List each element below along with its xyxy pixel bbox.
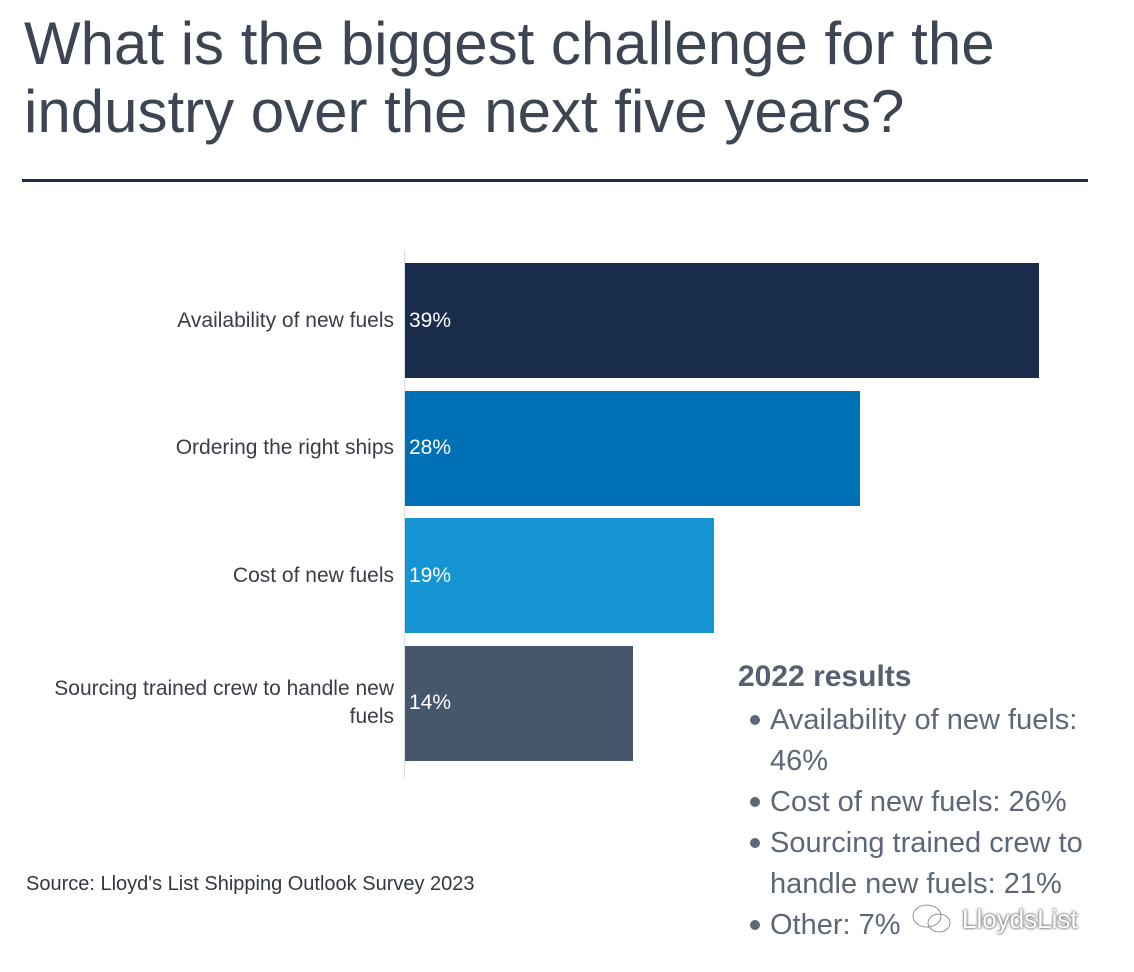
chart-title: What is the biggest challenge for the in… <box>24 10 995 145</box>
results-2022-item: Cost of new fuels: 26% <box>738 782 1130 823</box>
source-note: Source: Lloyd's List Shipping Outlook Su… <box>26 873 475 895</box>
bar-value-label: 19% <box>409 563 452 587</box>
bar <box>405 390 860 506</box>
results-2022-item: Sourcing trained crew to handle new fuel… <box>738 823 1130 905</box>
watermark-text: LloydsList <box>962 903 1078 934</box>
watermark: LloydsList <box>910 902 1078 936</box>
category-label: Cost of new fuels <box>232 563 394 587</box>
category-label: Sourcing trained crew to handle new fuel… <box>54 677 394 728</box>
category-label: Availability of new fuels <box>177 308 394 332</box>
bar-value-label: 39% <box>409 308 452 332</box>
bar <box>405 645 633 761</box>
bar-value-label: 14% <box>409 691 452 714</box>
category-label: Ordering the right ships <box>175 436 394 459</box>
category-axis-line <box>404 250 405 778</box>
title-divider <box>22 179 1088 182</box>
results-2022-item: Availability of new fuels: 46% <box>738 700 1130 782</box>
results-2022-list: Availability of new fuels: 46% Cost of n… <box>738 700 1130 946</box>
bar-value-label: 28% <box>409 436 452 459</box>
bar <box>405 263 1039 378</box>
wechat-icon <box>911 903 952 934</box>
results-2022-panel: 2022 results Availability of new fuels: … <box>738 658 1130 946</box>
results-2022-item: Other: 7% <box>738 905 1130 946</box>
bar <box>405 518 714 633</box>
results-2022-title: 2022 results <box>738 660 912 693</box>
